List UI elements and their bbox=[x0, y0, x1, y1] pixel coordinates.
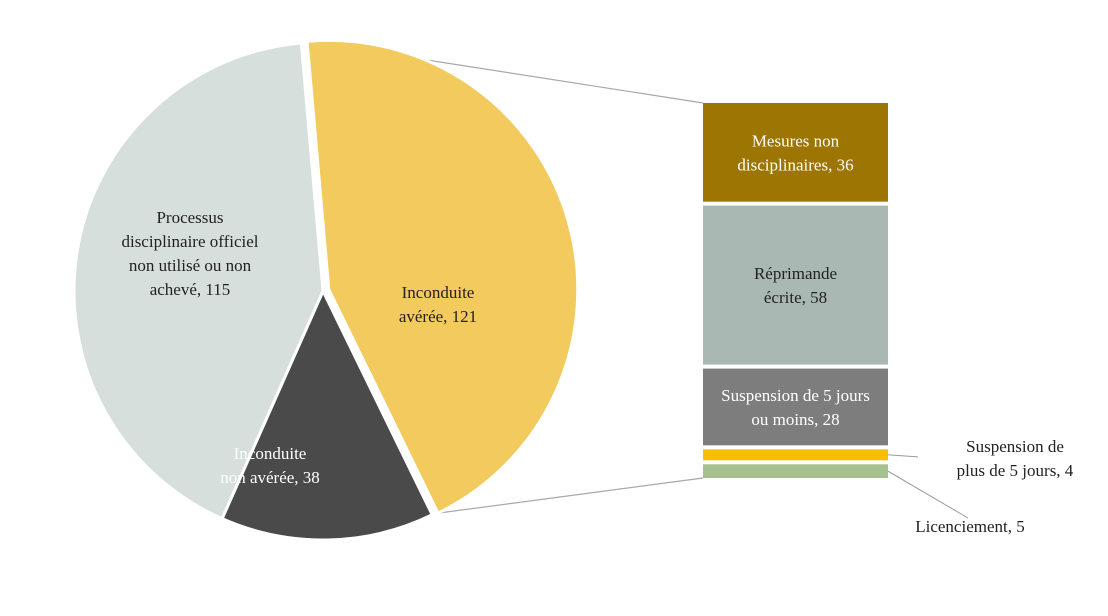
pie-label-inconduite-non-averee: Inconduite non avérée, 38 bbox=[220, 444, 320, 487]
breakdown-bar bbox=[703, 103, 888, 478]
pie-label-inconduite-averee: Inconduite avérée, 121 bbox=[399, 283, 477, 326]
bar-segment-licenciement bbox=[703, 464, 888, 478]
pie-label-processus-disciplinaire-officiel-non-utilise-ou-non-acheve: Processus disciplinaire officiel non utili… bbox=[121, 208, 258, 299]
bar-label-suspension-de-plus-de-5-jours: Suspension de plus de 5 jours, 4 bbox=[957, 437, 1074, 480]
pie-slice-inconduite-non-averee bbox=[220, 287, 435, 542]
leader-line-suspension-de-plus-de-5-jours bbox=[887, 454, 919, 458]
pie-slice-processus-disciplinaire-officiel-non-utilise-ou-non-acheve bbox=[72, 41, 325, 521]
connector-bottom bbox=[437, 477, 704, 514]
bar-segment-mesures-non-disciplinaires bbox=[703, 103, 888, 202]
bar-label-reprimande-ecrite: Réprimande écrite, 58 bbox=[754, 264, 837, 307]
leader-line-licenciement bbox=[887, 470, 969, 519]
bar-segment-suspension-de-plus-de-5-jours bbox=[703, 449, 888, 461]
pie-slice-inconduite-averee bbox=[305, 38, 580, 516]
chart-labels: Inconduite avérée, 121 Inconduite non avéré… bbox=[121, 131, 1073, 536]
bar-segment-reprimande-ecrite bbox=[703, 205, 888, 365]
bar-label-licenciement: Licenciement, 5 bbox=[915, 517, 1025, 536]
bar-segment-suspension-de-5-jours-ou-moins bbox=[703, 368, 888, 446]
pie-chart bbox=[72, 38, 580, 542]
bar-label-suspension-de-5-jours-ou-moins: Suspension de 5 jours ou moins, 28 bbox=[721, 386, 870, 429]
bar-label-mesures-non-disciplinaires: Mesures non disciplinaires, 36 bbox=[737, 131, 853, 174]
